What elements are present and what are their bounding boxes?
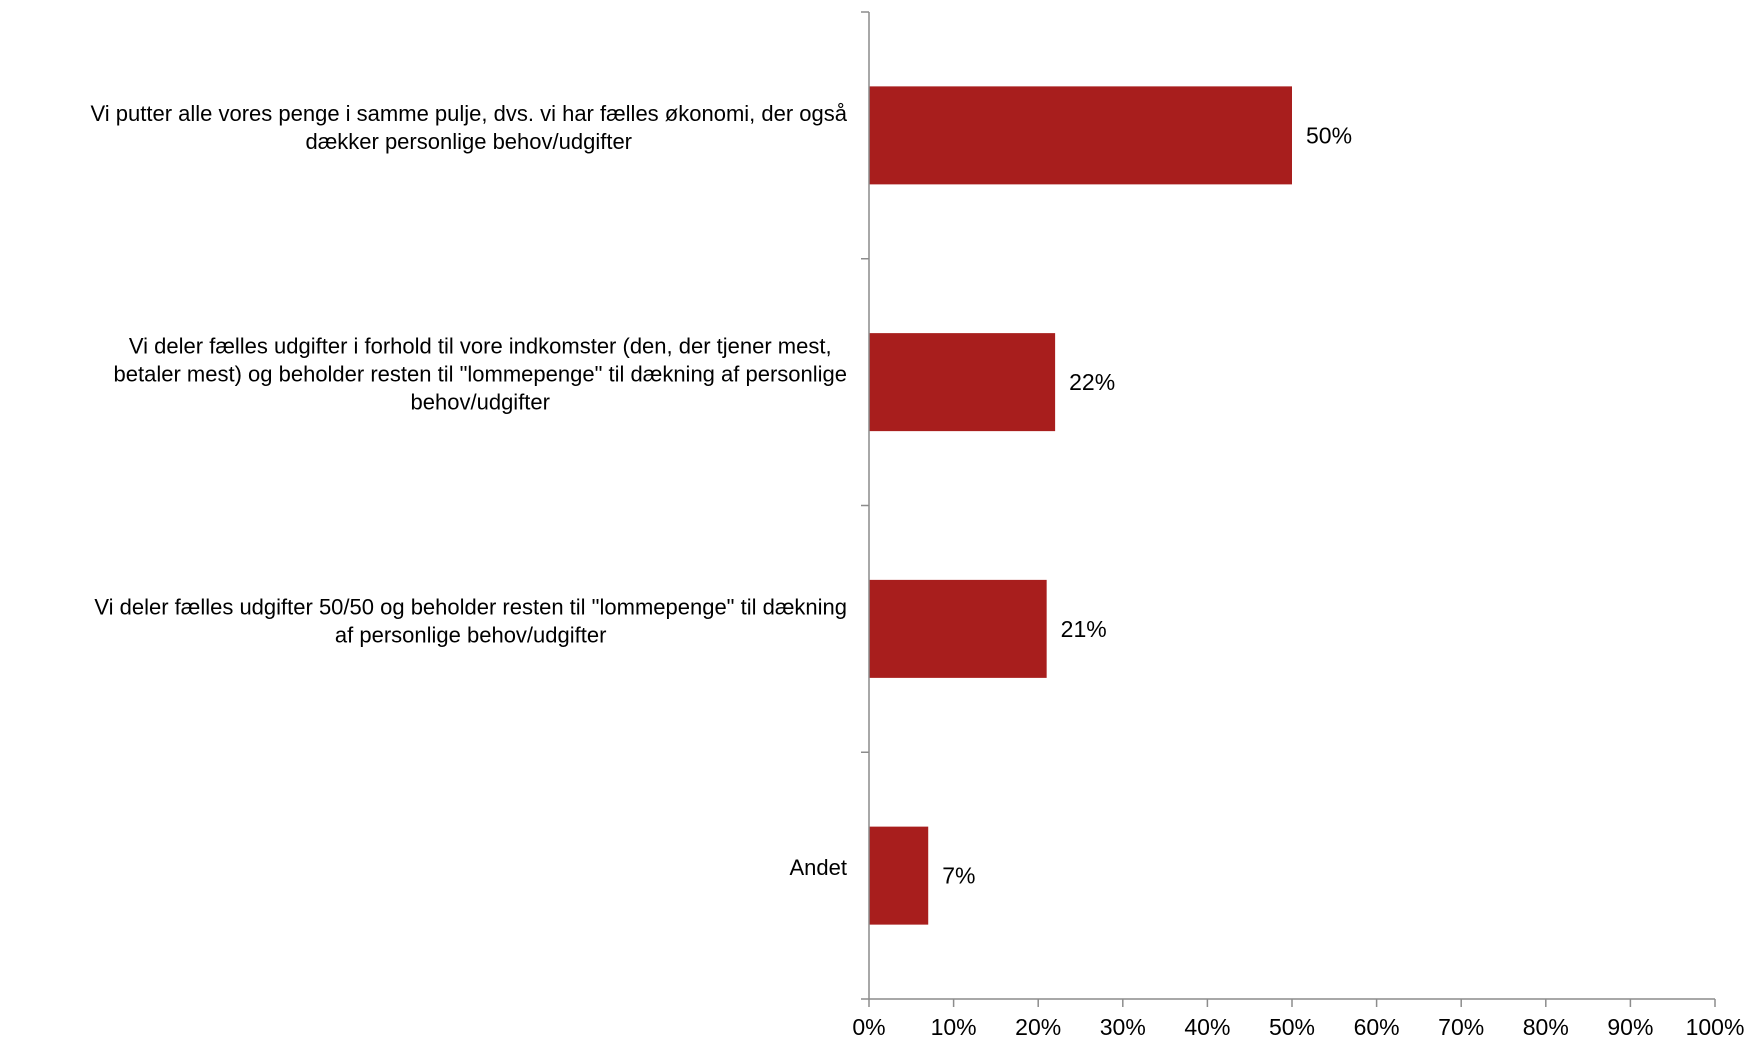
bar: [869, 333, 1056, 432]
x-tick-label: 50%: [1269, 1014, 1315, 1040]
category-label-line: Andet: [790, 855, 848, 880]
category-label-line: dækker personlige behov/udgifter: [305, 129, 632, 154]
bar: [869, 826, 929, 925]
x-tick-label: 80%: [1523, 1014, 1569, 1040]
category-label: Andet: [790, 855, 848, 880]
x-tick-label: 0%: [852, 1014, 885, 1040]
bars: [869, 86, 1292, 925]
x-tick-label: 90%: [1607, 1014, 1653, 1040]
category-label-line: betaler mest) og beholder resten til "lo…: [114, 362, 847, 387]
x-tick-labels: 0% 10% 20% 30% 40% 50% 60% 70% 80% 90% 100%: [852, 1014, 1744, 1040]
x-tick-label: 60%: [1354, 1014, 1400, 1040]
category-label-line: Vi deler fælles udgifter 50/50 og behold…: [94, 594, 847, 619]
data-label: 21%: [1061, 616, 1107, 642]
category-labels: Vi putter alle vores penge i samme pulje…: [90, 101, 847, 880]
x-tick-label: 70%: [1438, 1014, 1484, 1040]
category-label: Vi deler fælles udgifter i forhold til v…: [114, 334, 847, 415]
category-label-line: Vi putter alle vores penge i samme pulje…: [90, 101, 847, 126]
category-label: Vi deler fælles udgifter 50/50 og behold…: [94, 594, 847, 647]
data-label: 22%: [1069, 369, 1115, 395]
x-tick-label: 30%: [1100, 1014, 1146, 1040]
x-tick-label: 100%: [1686, 1014, 1745, 1040]
category-label-line: behov/udgifter: [411, 390, 550, 415]
x-tick-label: 10%: [931, 1014, 977, 1040]
data-label: 50%: [1306, 122, 1352, 148]
bar: [869, 579, 1047, 678]
bar: [869, 86, 1292, 185]
data-label: 7%: [942, 863, 975, 889]
category-label-line: af personlige behov/udgifter: [335, 622, 607, 647]
x-tick-label: 20%: [1015, 1014, 1061, 1040]
category-label: Vi putter alle vores penge i samme pulje…: [90, 101, 847, 154]
category-label-line: Vi deler fælles udgifter i forhold til v…: [129, 334, 832, 359]
x-tick-label: 40%: [1184, 1014, 1230, 1040]
value-labels: 50% 22% 21% 7%: [942, 122, 1352, 888]
axes: [861, 11, 1716, 1007]
